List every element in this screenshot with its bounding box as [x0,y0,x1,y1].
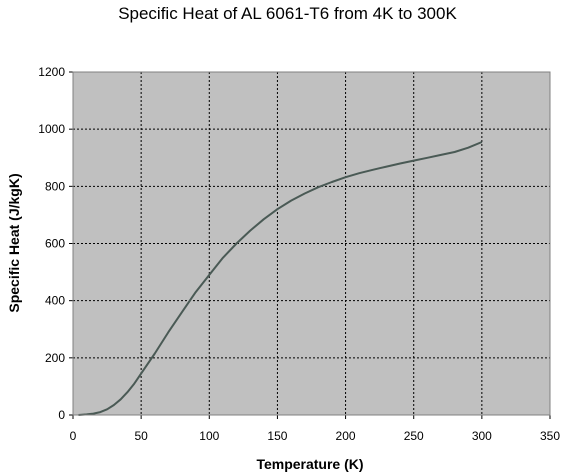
series-line [78,141,483,416]
x-tick-label: 250 [404,429,424,443]
x-tick-label: 200 [336,429,356,443]
y-tick-label: 200 [45,351,65,365]
plot-frame [72,71,551,416]
x-tick-label: 100 [199,429,219,443]
chart-title: Specific Heat of AL 6061-T6 from 4K to 3… [118,4,457,23]
y-tick-label: 600 [45,237,65,251]
y-tick-label: 1000 [38,122,65,136]
y-tick-label: 400 [45,294,65,308]
x-tick-label: 0 [70,429,77,443]
y-tick-label: 0 [58,408,65,422]
x-axis-label: Temperature (K) [256,456,364,472]
x-tick-label: 300 [472,429,492,443]
axis-ticks: 0 50 100 150 200 250 300 350 0 200 400 600 800 1000 12… [38,65,560,443]
x-tick-label: 350 [540,429,560,443]
grid-lines [73,72,550,415]
y-tick-label: 1200 [38,65,65,79]
x-tick-label: 150 [267,429,287,443]
y-tick-label: 800 [45,179,65,193]
x-tick-label: 50 [134,429,148,443]
